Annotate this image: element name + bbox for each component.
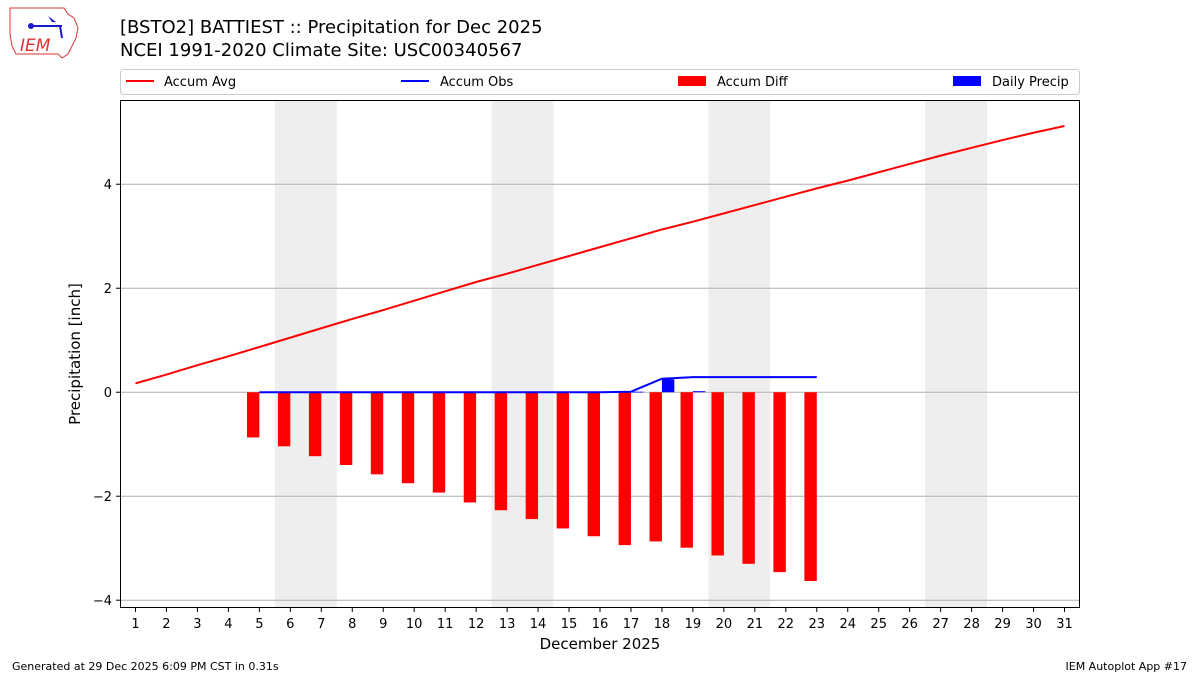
- weekend-shade: [491, 100, 554, 608]
- accum-diff-bar: [804, 392, 817, 581]
- x-tick-label: 16: [592, 617, 609, 632]
- x-axis-label: December 2025: [540, 635, 661, 653]
- x-tick-label: 8: [348, 617, 356, 632]
- accum-diff-bar: [432, 392, 446, 493]
- footer-app: IEM Autoplot App #17: [1065, 660, 1188, 673]
- x-tick-label: 24: [839, 617, 856, 632]
- x-tick-label: 23: [809, 617, 826, 632]
- y-tick-label: −4: [93, 594, 112, 609]
- plot-frame: [120, 100, 1080, 608]
- y-tick-label: 2: [104, 282, 112, 297]
- footer-generated: Generated at 29 Dec 2025 6:09 PM CST in …: [12, 660, 279, 673]
- legend-label-accum-diff: Accum Diff: [717, 75, 789, 90]
- x-tick-label: 13: [499, 617, 516, 632]
- chart-subtitle: NCEI 1991-2020 Climate Site: USC00340567: [120, 40, 523, 61]
- chart-title: [BSTO2] BATTIEST :: Precipitation for De…: [120, 17, 543, 38]
- x-tick-label: 5: [255, 617, 263, 632]
- daily-precip-bar: [692, 391, 706, 393]
- daily-precip-bar: [661, 379, 675, 393]
- x-tick-label: 6: [286, 617, 294, 632]
- x-tick-label: 11: [437, 617, 454, 632]
- weekend-shade: [274, 100, 337, 608]
- accum-diff-bar: [308, 392, 322, 457]
- x-tick-label: 9: [379, 617, 387, 632]
- accum-diff-bar: [277, 392, 291, 447]
- legend-label-daily-precip: Daily Precip: [992, 75, 1069, 90]
- y-axis-label: Precipitation [inch]: [66, 283, 84, 425]
- x-tick-label: 27: [932, 617, 949, 632]
- x-tick-label: 10: [406, 617, 423, 632]
- weekend-shade: [925, 100, 988, 608]
- accum-diff-bar: [649, 392, 662, 542]
- accum-diff-bar: [556, 392, 570, 529]
- legend-swatch-accum-diff: [678, 76, 706, 86]
- accum-diff-bar: [587, 392, 600, 537]
- x-tick-label: 20: [716, 617, 733, 632]
- legend-label-accum-avg: Accum Avg: [164, 75, 236, 90]
- x-tick-label: 18: [654, 617, 671, 632]
- x-tick-label: 2: [162, 617, 170, 632]
- y-tick-label: 0: [104, 386, 112, 401]
- x-tick-label: 17: [623, 617, 640, 632]
- x-tick-label: 4: [224, 617, 232, 632]
- daily-precip-bar: [630, 391, 644, 393]
- accum-obs-line: [259, 376, 817, 394]
- y-tick-label: 4: [104, 178, 112, 193]
- accum-diff-bar: [370, 392, 384, 475]
- x-tick-label: 1: [131, 617, 139, 632]
- accum-diff-bar: [618, 392, 631, 546]
- x-tick-label: 19: [685, 617, 702, 632]
- x-tick-label: 3: [193, 617, 201, 632]
- accum-diff-bar: [463, 392, 477, 503]
- x-tick-label: 7: [317, 617, 325, 632]
- x-tick-label: 22: [778, 617, 795, 632]
- x-tick-label: 28: [963, 617, 980, 632]
- accum-diff-bar: [525, 392, 539, 520]
- accum-diff-bar: [773, 392, 786, 573]
- accum-diff-bar: [680, 392, 693, 548]
- y-tick-label: −2: [93, 490, 112, 505]
- x-tick-label: 26: [901, 617, 918, 632]
- accum-avg-line: [135, 125, 1065, 385]
- svg-text:IEM: IEM: [20, 36, 51, 56]
- x-tick-label: 29: [994, 617, 1011, 632]
- accum-diff-bar: [401, 392, 415, 484]
- accum-diff-bar: [246, 392, 260, 438]
- x-tick-label: 31: [1056, 617, 1073, 632]
- accum-diff-bar: [494, 392, 508, 511]
- accum-diff-bar: [711, 392, 724, 556]
- x-tick-label: 15: [561, 617, 578, 632]
- legend-label-accum-obs: Accum Obs: [440, 75, 513, 90]
- x-tick-label: 30: [1025, 617, 1042, 632]
- iem-logo: IEM: [6, 4, 82, 64]
- legend-swatch-daily-precip: [953, 76, 981, 86]
- x-tick-label: 21: [747, 617, 764, 632]
- legend: Accum Avg Accum Obs Accum Diff Daily Pre…: [120, 69, 1080, 95]
- accum-diff-bar: [339, 392, 353, 466]
- accum-diff-bar: [742, 392, 755, 564]
- x-tick-label: 25: [870, 617, 887, 632]
- x-tick-label: 14: [530, 617, 547, 632]
- x-tick-label: 12: [468, 617, 485, 632]
